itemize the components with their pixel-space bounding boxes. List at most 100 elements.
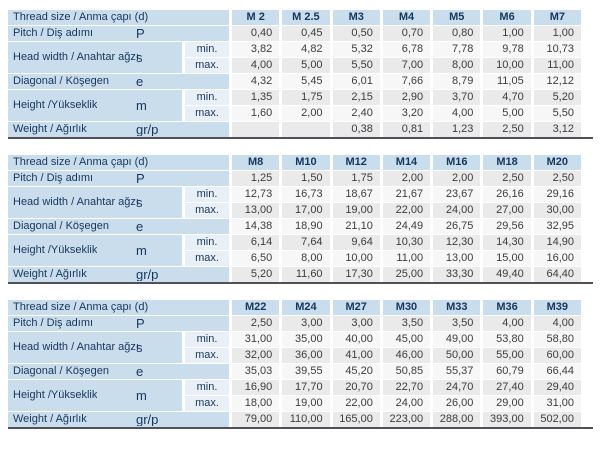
data-cell: 11,05 [483, 74, 531, 89]
row-label-cell: Diagonal / Köşegen e [8, 219, 229, 234]
data-cell: 16,00 [533, 251, 581, 266]
data-cell: 4,00 [232, 58, 280, 73]
data-cell: 5,20 [232, 267, 280, 282]
data-cell: 31,00 [232, 332, 280, 347]
data-cell: 3,00 [282, 316, 330, 331]
row-label-text: Head width / Anahtar ağzı [13, 52, 139, 63]
data-cell: 4,70 [483, 90, 531, 105]
row-label-text: Pitch / Diş adımı [13, 173, 94, 184]
data-cell: 10,73 [533, 42, 581, 57]
data-cell: 36,00 [282, 348, 330, 363]
data-cell: 29,00 [483, 396, 531, 411]
data-cell: 4,00 [483, 316, 531, 331]
data-cell: 46,00 [382, 348, 431, 363]
column-header-cell: M5 [433, 10, 481, 25]
data-cell: 5,45 [282, 74, 330, 89]
minmax-label-cell: min. [185, 42, 229, 57]
data-cell: 3,82 [232, 42, 280, 57]
data-cell: 8,79 [433, 74, 481, 89]
data-cell: 110,00 [282, 412, 330, 427]
row-label-text: Weight / Ağırlık [13, 124, 87, 135]
column-header-cell: M20 [533, 155, 581, 170]
data-cell: 25,00 [382, 267, 431, 282]
data-cell: 0,50 [332, 26, 380, 41]
data-cell: 11,60 [282, 267, 330, 282]
data-cell: 0,81 [382, 122, 431, 137]
column-header-cell: M16 [433, 155, 481, 170]
data-cell: 15,00 [483, 251, 531, 266]
data-cell: 393,00 [483, 412, 531, 427]
spec-table-2: Thread size / Anma çapı (d) M8 M10 M12 M14 M1… [8, 155, 593, 284]
row-symbol-label: s [136, 196, 143, 209]
row-symbol-label: m [136, 389, 147, 402]
data-cell [282, 122, 330, 137]
data-cell: 32,00 [232, 348, 280, 363]
column-header-cell: M3 [332, 10, 380, 25]
spec-table-3: Thread size / Anma çapı (d) M22 M24 M27 M30 M… [8, 300, 593, 429]
data-cell: 14,30 [483, 235, 531, 250]
data-cell: 24,00 [382, 396, 431, 411]
data-cell: 2,15 [332, 90, 380, 105]
data-cell: 1,50 [282, 171, 330, 186]
data-cell: 3,20 [382, 106, 431, 121]
minmax-label-cell: max. [185, 396, 229, 411]
data-cell: 24,49 [382, 219, 431, 234]
data-cell: 55,37 [433, 364, 481, 379]
column-header-cell: M30 [382, 300, 431, 315]
data-cell: 22,70 [382, 380, 431, 395]
row-symbol-label: gr/p [136, 413, 159, 426]
data-cell: 8,00 [282, 251, 330, 266]
data-cell: 3,00 [332, 316, 380, 331]
data-cell: 14,38 [232, 219, 280, 234]
column-header-cell: M18 [483, 155, 531, 170]
column-header-cell: M7 [533, 10, 581, 25]
data-cell: 11,00 [533, 58, 581, 73]
data-cell: 11,00 [382, 251, 431, 266]
minmax-label-cell: min. [185, 90, 229, 105]
row-symbol-label: P [136, 172, 145, 185]
data-cell: 16,90 [232, 380, 280, 395]
data-cell: 2,40 [332, 106, 380, 121]
row-label-text: Pitch / Diş adımı [13, 28, 94, 39]
data-cell: 7,64 [282, 235, 330, 250]
data-cell: 0,40 [232, 26, 280, 41]
row-label-cell: Weight / Ağırlık gr/p [8, 122, 229, 137]
row-label-text: Weight / Ağırlık [13, 269, 87, 280]
data-cell: 3,50 [382, 316, 431, 331]
data-cell: 2,50 [483, 122, 531, 137]
row-label-cell: Diagonal / Köşegen e [8, 364, 229, 379]
data-cell: 10,00 [483, 58, 531, 73]
data-cell: 41,00 [332, 348, 380, 363]
row-symbol-label: e [136, 220, 144, 233]
data-cell: 7,66 [382, 74, 431, 89]
data-cell: 10,30 [382, 235, 431, 250]
data-cell: 502,00 [533, 412, 581, 427]
data-cell: 223,00 [382, 412, 431, 427]
minmax-label-cell: min. [185, 380, 229, 395]
data-cell: 0,70 [382, 26, 431, 41]
row-symbol-label: s [136, 341, 143, 354]
table-title-cell: Thread size / Anma çapı (d) [8, 10, 229, 25]
data-cell: 16,73 [282, 187, 330, 202]
row-label-cell: Pitch / Diş adımı P [8, 26, 229, 41]
data-cell: 18,00 [232, 396, 280, 411]
data-cell: 1,00 [533, 26, 581, 41]
minmax-label-cell: min. [185, 235, 229, 250]
column-header-cell: M8 [232, 155, 280, 170]
row-label-text: Head width / Anahtar ağzı [13, 197, 139, 208]
data-cell: 0,80 [433, 26, 481, 41]
data-cell: 5,00 [483, 106, 531, 121]
row-label-cell: Head width / Anahtar ağzı s [8, 332, 182, 363]
data-cell: 31,00 [533, 396, 581, 411]
data-cell: 18,67 [332, 187, 380, 202]
row-symbol-label: m [136, 99, 147, 112]
row-label-text: Weight / Ağırlık [13, 414, 87, 425]
data-cell: 58,80 [533, 332, 581, 347]
minmax-label-cell: max. [185, 348, 229, 363]
data-cell: 8,00 [433, 58, 481, 73]
row-label-cell: Weight / Ağırlık gr/p [8, 267, 229, 282]
data-cell: 1,75 [332, 171, 380, 186]
data-cell: 0,45 [282, 26, 330, 41]
column-header-cell: M 2.5 [282, 10, 330, 25]
row-label-text: Height /Yükseklik [13, 390, 98, 401]
